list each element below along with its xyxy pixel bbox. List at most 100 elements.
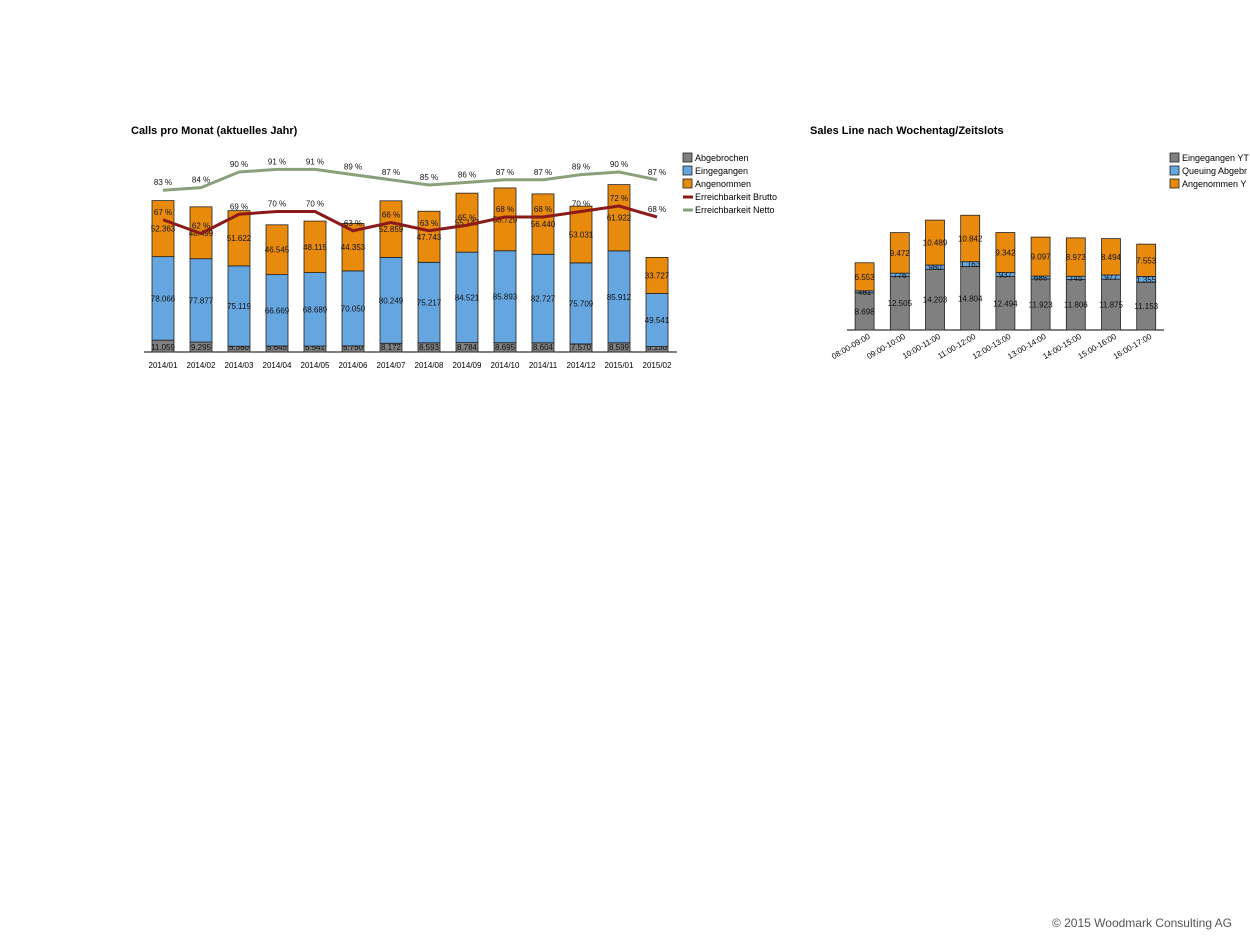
line-label: 68 %	[534, 205, 552, 214]
data-label-angenommen: 55.147	[455, 219, 480, 228]
data-label-eingegangen: 77.877	[189, 296, 214, 305]
data-label-eingegangen: 68.689	[303, 305, 328, 314]
line-erreichbarkeit-netto	[162, 167, 658, 192]
bar-angenommen-2014/06	[341, 223, 365, 272]
copyright-footer: © 2015 Woodmark Consulting AG	[1051, 916, 1232, 930]
data-label-abgebrochen: 5.645	[267, 343, 288, 352]
x-tick-label: 2014/06	[339, 361, 368, 370]
x-tick-label: 08:00-09:00	[830, 332, 872, 361]
data-label: 10.842	[958, 234, 983, 243]
data-label-eingegangen: 85.912	[607, 293, 632, 302]
data-label-eingegangen: 82.727	[531, 295, 556, 304]
line-label: 68 %	[648, 205, 666, 214]
legend-swatch	[682, 165, 693, 176]
data-label: 14.804	[958, 294, 983, 303]
x-tick-label: 15:00-16:00	[1077, 332, 1119, 361]
bar-angenommen-2014/05	[303, 220, 327, 273]
data-label-eingegangen: 70.050	[341, 304, 366, 313]
line-label: 62 %	[192, 222, 210, 231]
data-label: 461	[858, 288, 872, 297]
x-tick-label: 2015/01	[605, 361, 634, 370]
line-label: 91 %	[306, 157, 324, 166]
data-label-abgebrochen: 8.784	[457, 343, 478, 352]
bar-angenommen-2015/02	[645, 257, 669, 294]
line-label: 83 %	[154, 178, 172, 187]
line-label: 87 %	[382, 168, 400, 177]
data-label-eingegangen: 66.669	[265, 306, 290, 315]
data-label: 11.875	[1099, 301, 1123, 310]
line-label: 90 %	[610, 160, 628, 169]
legend-entry: Abgebrochen	[695, 153, 749, 163]
line-label: 66 %	[382, 211, 400, 220]
data-label-angenommen: 53.031	[569, 231, 594, 240]
data-label-eingegangen: 75.119	[227, 302, 251, 311]
data-label-angenommen: 52.363	[151, 225, 176, 234]
line-label: 86 %	[458, 170, 476, 179]
bar-angenommen-y-08:00-09:00	[854, 262, 875, 292]
x-tick-label: 2014/03	[225, 361, 254, 370]
x-tick-label: 16:00-17:00	[1112, 332, 1154, 361]
line-label: 87 %	[648, 168, 666, 177]
data-label: 8.698	[855, 307, 876, 316]
x-tick-label: 13:00-14:00	[1006, 332, 1048, 361]
x-tick-label: 09:00-10:00	[865, 332, 907, 361]
legend-swatch	[682, 178, 693, 189]
data-label: 8.494	[1101, 253, 1122, 262]
data-label: 8.973	[1066, 253, 1087, 262]
line-label: 63 %	[344, 219, 362, 228]
legend-swatch	[682, 152, 693, 163]
x-tick-label: 2014/05	[301, 361, 330, 370]
line-label: 87 %	[534, 168, 552, 177]
data-label-abgebrochen: 8.172	[381, 343, 402, 352]
bar-angenommen-2014/12	[569, 205, 593, 264]
line-label: 65 %	[458, 213, 476, 222]
data-label-abgebrochen: 5.130	[647, 343, 668, 352]
data-label-angenommen: 58.729	[493, 215, 518, 224]
bar-angenommen-2014/07	[379, 200, 403, 258]
data-label-angenommen: 52.859	[379, 225, 404, 234]
data-label: 12.494	[993, 299, 1018, 308]
data-label: 977	[1104, 273, 1118, 282]
data-label-eingegangen: 80.249	[379, 296, 404, 305]
data-label: 1.163	[960, 260, 981, 269]
line-label: 68 %	[496, 205, 514, 214]
data-label-abgebrochen: 8.599	[609, 343, 630, 352]
bar-angenommen-y-10:00-11:00	[925, 219, 945, 266]
data-label: 9.097	[1031, 253, 1052, 262]
data-label: 11.923	[1029, 300, 1053, 309]
legend-entry: Erreichbarkeit Brutto	[695, 192, 777, 202]
x-tick-label: 14:00-15:00	[1041, 332, 1083, 361]
data-label: 685	[1034, 274, 1048, 283]
legend-entry: Eingegangen YT	[1182, 153, 1249, 163]
line-label: 89 %	[572, 163, 590, 172]
data-label-angenommen: 61.922	[607, 214, 632, 223]
data-label-abgebrochen: 8.695	[495, 343, 516, 352]
data-label: 776	[893, 271, 907, 280]
chart1-title: Calls pro Monat (aktuelles Jahr)	[131, 125, 298, 137]
bar-angenommen-y-15:00-16:00	[1101, 238, 1121, 276]
bar-angenommen-y-13:00-14:00	[1030, 236, 1051, 277]
data-label: 9.342	[995, 249, 1016, 258]
legend-entry: Erreichbarkeit Netto	[695, 205, 775, 215]
x-tick-label: 2014/08	[415, 361, 444, 370]
line-label: 70 %	[306, 200, 324, 209]
data-label: 1.355	[1136, 275, 1157, 284]
data-label-angenommen: 47.743	[417, 233, 442, 242]
data-label-angenommen: 33.727	[645, 271, 670, 280]
data-label-eingegangen: 84.521	[455, 293, 480, 302]
x-tick-label: 2015/02	[643, 361, 672, 370]
line-label: 72 %	[610, 194, 628, 203]
data-label-abgebrochen: 7.570	[571, 343, 592, 352]
x-tick-label: 11:00-12:00	[936, 332, 977, 361]
data-label-abgebrochen: 11.059	[151, 343, 175, 352]
data-label: 10.489	[923, 239, 948, 248]
line-label: 90 %	[230, 160, 248, 169]
data-label-angenommen: 56.440	[531, 220, 556, 229]
bar-angenommen-2014/11	[531, 193, 555, 255]
bar-angenommen-2015/01	[607, 184, 631, 252]
x-tick-label: 2014/02	[187, 361, 216, 370]
x-tick-label: 2014/01	[149, 361, 178, 370]
line-label: 63 %	[420, 219, 438, 228]
